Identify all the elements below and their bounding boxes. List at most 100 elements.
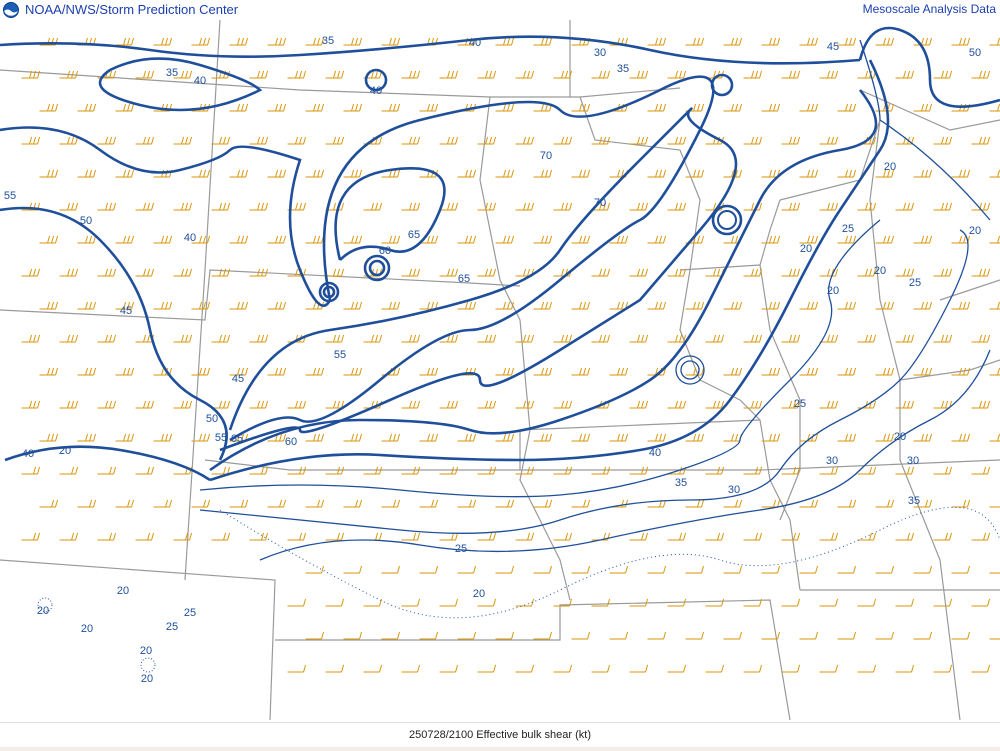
wind-barb bbox=[401, 400, 421, 409]
wind-barb bbox=[571, 433, 591, 442]
wind-barb bbox=[553, 202, 573, 211]
wind-barb bbox=[305, 499, 325, 508]
wind-barb bbox=[913, 367, 933, 376]
wind-barb bbox=[249, 466, 269, 475]
wind-barb bbox=[951, 565, 971, 574]
wind-barb bbox=[609, 367, 629, 376]
wind-barb bbox=[533, 37, 553, 46]
wind-barb bbox=[381, 301, 401, 310]
wind-barb bbox=[153, 37, 173, 46]
wind-barb bbox=[211, 202, 231, 211]
wind-barb bbox=[401, 466, 421, 475]
wind-barb bbox=[647, 301, 667, 310]
wind-barb bbox=[819, 268, 839, 277]
wind-barb bbox=[401, 664, 421, 673]
wind-barb bbox=[343, 103, 363, 112]
wind-barb bbox=[153, 367, 173, 376]
contour-label: 20 bbox=[141, 673, 153, 685]
wind-barb bbox=[287, 664, 307, 673]
wind-barb bbox=[857, 70, 877, 79]
wind-barb bbox=[135, 202, 155, 211]
wind-barb bbox=[363, 466, 383, 475]
wind-barb bbox=[837, 565, 857, 574]
wind-barb bbox=[77, 433, 97, 442]
wind-barb bbox=[553, 334, 573, 343]
contour-label: 50 bbox=[80, 215, 92, 227]
wind-barb bbox=[837, 631, 857, 640]
wind-barb bbox=[135, 268, 155, 277]
wind-barb bbox=[895, 400, 915, 409]
contour-label: 20 bbox=[884, 161, 896, 173]
wind-barb bbox=[647, 631, 667, 640]
wind-barb bbox=[819, 598, 839, 607]
wind-barb bbox=[173, 268, 193, 277]
wind-barb bbox=[457, 565, 477, 574]
wind-barb bbox=[971, 334, 991, 343]
wind-barb bbox=[419, 301, 439, 310]
contour-label: 40 bbox=[370, 85, 382, 97]
wind-barb bbox=[875, 565, 895, 574]
wind-barb bbox=[743, 268, 763, 277]
wind-barb bbox=[477, 664, 497, 673]
wind-barb bbox=[857, 598, 877, 607]
wind-barb bbox=[723, 169, 743, 178]
wind-barb bbox=[951, 433, 971, 442]
wind-barb bbox=[229, 367, 249, 376]
site-title: NOAA/NWS/Storm Prediction Center bbox=[25, 2, 239, 17]
wind-barb bbox=[647, 433, 667, 442]
wind-barb bbox=[249, 334, 269, 343]
contour-label: 40 bbox=[194, 75, 206, 87]
wind-barb bbox=[647, 565, 667, 574]
wind-barb bbox=[571, 565, 591, 574]
wind-barb bbox=[553, 136, 573, 145]
wind-barb bbox=[191, 235, 211, 244]
wind-barb bbox=[439, 598, 459, 607]
wind-barb bbox=[723, 301, 743, 310]
wind-barb bbox=[325, 400, 345, 409]
wind-barb bbox=[705, 532, 725, 541]
wind-barb bbox=[799, 235, 819, 244]
wind-barb bbox=[97, 202, 117, 211]
wind-barb bbox=[667, 334, 687, 343]
wind-barb bbox=[705, 664, 725, 673]
wind-barb bbox=[781, 664, 801, 673]
wind-barb bbox=[743, 136, 763, 145]
wind-barb bbox=[571, 367, 591, 376]
wind-barb bbox=[211, 334, 231, 343]
wind-barb bbox=[477, 598, 497, 607]
wind-barb bbox=[97, 334, 117, 343]
wind-barb bbox=[115, 499, 135, 508]
wind-barb bbox=[533, 169, 553, 178]
wind-barb bbox=[21, 334, 41, 343]
wind-barb bbox=[343, 235, 363, 244]
wind-barb bbox=[951, 169, 971, 178]
wind-barb bbox=[875, 631, 895, 640]
wind-barb bbox=[495, 37, 515, 46]
wind-barb bbox=[609, 565, 629, 574]
wind-barb bbox=[401, 202, 421, 211]
wind-barb bbox=[685, 631, 705, 640]
product-title: Mesoscale Analysis Data bbox=[862, 2, 996, 16]
wind-barb bbox=[819, 70, 839, 79]
wind-barb bbox=[287, 268, 307, 277]
contour-label: 40 bbox=[649, 447, 661, 459]
wind-barb bbox=[761, 301, 781, 310]
wind-barb bbox=[667, 268, 687, 277]
wind-barb bbox=[933, 532, 953, 541]
wind-barb bbox=[591, 334, 611, 343]
wind-barb bbox=[971, 400, 991, 409]
wind-barb bbox=[325, 334, 345, 343]
contour-label: 40 bbox=[469, 37, 481, 49]
wind-barb bbox=[211, 268, 231, 277]
wind-barb bbox=[705, 466, 725, 475]
wind-barb bbox=[553, 664, 573, 673]
wind-barb bbox=[515, 400, 535, 409]
wind-barb bbox=[173, 334, 193, 343]
wind-barb bbox=[989, 367, 1000, 376]
wind-barb bbox=[723, 499, 743, 508]
wind-barb bbox=[629, 334, 649, 343]
wind-barb bbox=[685, 37, 705, 46]
wind-barb bbox=[553, 400, 573, 409]
wind-barb bbox=[951, 37, 971, 46]
wind-barb bbox=[191, 433, 211, 442]
